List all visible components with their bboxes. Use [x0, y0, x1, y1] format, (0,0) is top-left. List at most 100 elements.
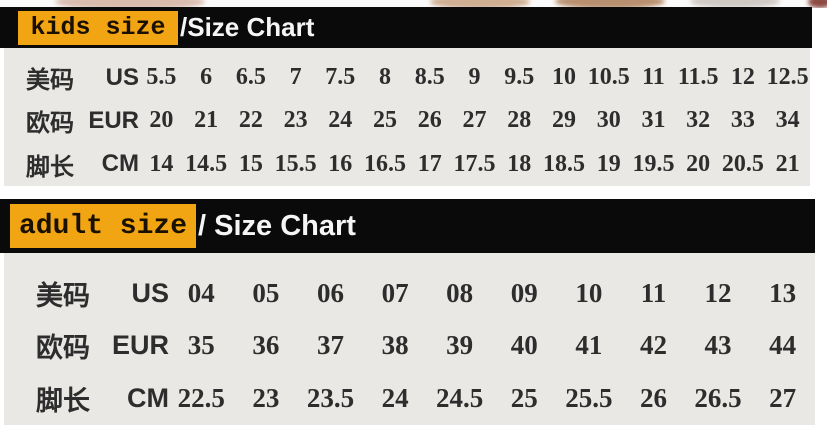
size-cell: 12: [704, 277, 732, 308]
size-cell: 13: [769, 277, 797, 308]
size-cell: 11.5: [677, 64, 719, 91]
size-cell: 30: [596, 107, 621, 134]
size-cell: 25: [510, 383, 538, 414]
size-cell: 29: [551, 107, 576, 134]
size-cell: 21: [775, 150, 800, 177]
size-cell: 8: [379, 64, 392, 91]
row-label-en: CM: [101, 150, 139, 178]
photo-blob: [690, 0, 780, 8]
size-cell: 34: [775, 107, 800, 134]
size-cell: 23: [252, 383, 280, 414]
size-cell: 39: [446, 330, 474, 361]
size-cell: 26: [639, 383, 667, 414]
size-cell: 37: [316, 330, 344, 361]
size-cell: 28: [507, 107, 532, 134]
table-row: 欧码 EUR 35 36 37 38 39 40 41 42 43 44: [4, 326, 815, 365]
row-values: 35 36 37 38 39 40 41 42 43 44: [169, 330, 815, 361]
table-row: 美码 US 04 05 06 07 08 09 10 11 12 13: [4, 274, 815, 313]
row-label-en: US: [131, 277, 169, 308]
table-row: 脚长 CM 22.5 23 23.5 24 24.5 25 25.5 26 26.5 27: [4, 379, 815, 418]
kids-size-table: 美码 US 5.5 6 6.5 7 7.5 8 8.5 9 9.5 10 10.5 11 11.5 12 12.…: [4, 48, 810, 186]
size-cell: 44: [769, 330, 797, 361]
size-cell: 08: [446, 277, 474, 308]
size-cell: 20.5: [721, 150, 764, 177]
size-cell: 18: [507, 150, 532, 177]
kids-size-chart-title: /Size Chart: [180, 12, 315, 42]
row-values: 04 05 06 07 08 09 10 11 12 13: [169, 278, 815, 309]
row-label-cn: 脚长: [26, 153, 74, 181]
size-cell: 5.5: [146, 64, 177, 91]
adult-size-highlight-label: adult size: [10, 204, 196, 248]
kids-size-highlight-label: kids size: [18, 10, 178, 45]
size-cell: 23: [283, 107, 308, 134]
adult-size-chart-title: / Size Chart: [198, 209, 356, 242]
photo-blob: [808, 0, 827, 8]
row-label-group: 脚长 CM: [4, 379, 169, 418]
size-cell: 6.5: [235, 64, 266, 91]
adult-size-table: 美码 US 04 05 06 07 08 09 10 11 12 13 欧码 EUR 35 36 37 38 39 4…: [4, 253, 815, 425]
row-label-en: CM: [127, 383, 169, 414]
size-cell: 19.5: [632, 150, 675, 177]
row-values: 22.5 23 23.5 24 24.5 25 25.5 26 26.5 27: [169, 383, 815, 414]
size-cell: 21: [194, 107, 219, 134]
size-cell: 31: [641, 107, 666, 134]
row-label-en: EUR: [88, 106, 139, 134]
row-label-group: 美码 US: [4, 60, 139, 95]
size-cell: 36: [252, 330, 280, 361]
size-cell: 14.5: [185, 150, 228, 177]
size-cell: 15: [238, 150, 263, 177]
row-label-cn: 美码: [36, 280, 90, 311]
size-cell: 12: [730, 64, 755, 91]
size-cell: 17: [417, 150, 442, 177]
size-cell: 10.5: [587, 64, 630, 91]
row-values: 20 21 22 23 24 25 26 27 28 29 30 31 32 33 34: [139, 107, 810, 134]
size-cell: 06: [316, 277, 344, 308]
size-cell: 09: [510, 277, 538, 308]
table-row: 美码 US 5.5 6 6.5 7 7.5 8 8.5 9 9.5 10 10.5 11 11.5 12 12.…: [4, 60, 810, 95]
size-cell: 10: [551, 64, 576, 91]
size-cell: 10: [575, 277, 603, 308]
size-cell: 8.5: [414, 64, 445, 91]
row-label-group: 脚长 CM: [4, 147, 139, 182]
row-label-group: 欧码 EUR: [4, 103, 139, 138]
size-cell: 11: [642, 64, 665, 91]
size-cell: 11: [640, 277, 667, 308]
size-cell: 04: [187, 277, 215, 308]
size-cell: 07: [381, 277, 409, 308]
photo-blob: [55, 0, 205, 8]
table-row: 脚长 CM 14 14.5 15 15.5 16 16.5 17 17.5 18 18.5 19 19.5…: [4, 147, 810, 182]
photo-strip: [0, 0, 827, 8]
row-label-cn: 美码: [26, 67, 74, 95]
size-cell: 16.5: [364, 150, 407, 177]
size-cell: 41: [575, 330, 603, 361]
size-cell: 26.5: [694, 383, 742, 414]
row-label-en: EUR: [111, 330, 169, 361]
size-cell: 38: [381, 330, 409, 361]
row-values: 14 14.5 15 15.5 16 16.5 17 17.5 18 18.5 19 19.5 20 20…: [139, 151, 810, 178]
size-cell: 6: [200, 64, 213, 91]
size-cell: 9.5: [504, 64, 535, 91]
row-values: 5.5 6 6.5 7 7.5 8 8.5 9 9.5 10 10.5 11 11.5 12 12.5: [139, 64, 810, 91]
row-label-cn: 欧码: [26, 110, 74, 138]
size-cell: 43: [704, 330, 732, 361]
size-cell: 27: [769, 383, 797, 414]
size-cell: 40: [510, 330, 538, 361]
size-cell: 7.5: [325, 64, 356, 91]
row-label-en: US: [105, 63, 139, 91]
size-cell: 20: [686, 150, 711, 177]
size-cell: 24.5: [436, 383, 484, 414]
size-cell: 26: [417, 107, 442, 134]
size-cell: 25.5: [565, 383, 613, 414]
row-label-cn: 脚长: [36, 386, 90, 417]
row-label-cn: 欧码: [36, 333, 90, 364]
size-cell: 32: [686, 107, 711, 134]
size-cell: 15.5: [274, 150, 317, 177]
size-cell: 22.5: [177, 383, 225, 414]
size-cell: 25: [373, 107, 398, 134]
size-cell: 9: [468, 64, 481, 91]
size-cell: 7: [289, 64, 302, 91]
adult-size-header-bar: adult size / Size Chart: [0, 199, 815, 253]
row-label-group: 美码 US: [4, 274, 169, 313]
size-cell: 12.5: [766, 64, 809, 91]
size-cell: 17.5: [453, 150, 496, 177]
